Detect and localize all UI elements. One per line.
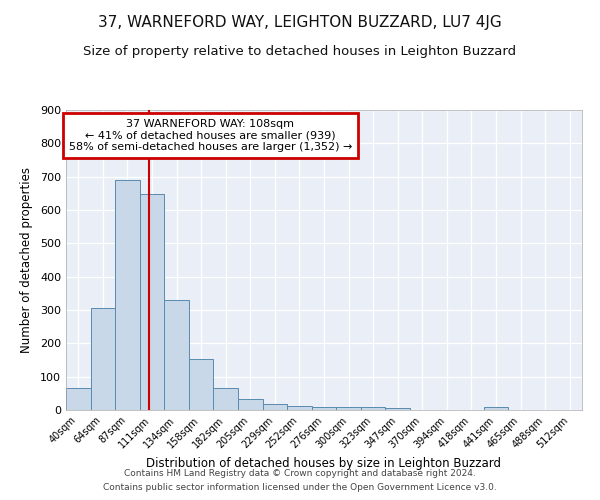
- Text: Contains HM Land Registry data © Crown copyright and database right 2024.: Contains HM Land Registry data © Crown c…: [124, 468, 476, 477]
- X-axis label: Distribution of detached houses by size in Leighton Buzzard: Distribution of detached houses by size …: [146, 457, 502, 470]
- Text: 37, WARNEFORD WAY, LEIGHTON BUZZARD, LU7 4JG: 37, WARNEFORD WAY, LEIGHTON BUZZARD, LU7…: [98, 15, 502, 30]
- Bar: [164, 300, 189, 410]
- Text: Contains public sector information licensed under the Open Government Licence v3: Contains public sector information licen…: [103, 484, 497, 492]
- Bar: [263, 404, 287, 410]
- Bar: [484, 406, 508, 410]
- Bar: [91, 308, 115, 410]
- Bar: [385, 408, 410, 410]
- Text: Size of property relative to detached houses in Leighton Buzzard: Size of property relative to detached ho…: [83, 45, 517, 58]
- Bar: [361, 408, 385, 410]
- Bar: [238, 399, 263, 410]
- Bar: [312, 406, 336, 410]
- Bar: [336, 408, 361, 410]
- Bar: [287, 406, 312, 410]
- Y-axis label: Number of detached properties: Number of detached properties: [20, 167, 33, 353]
- Text: 37 WARNEFORD WAY: 108sqm
← 41% of detached houses are smaller (939)
58% of semi-: 37 WARNEFORD WAY: 108sqm ← 41% of detach…: [69, 119, 352, 152]
- Bar: [115, 180, 140, 410]
- Bar: [66, 388, 91, 410]
- Bar: [140, 194, 164, 410]
- Bar: [214, 388, 238, 410]
- Bar: [189, 360, 214, 410]
